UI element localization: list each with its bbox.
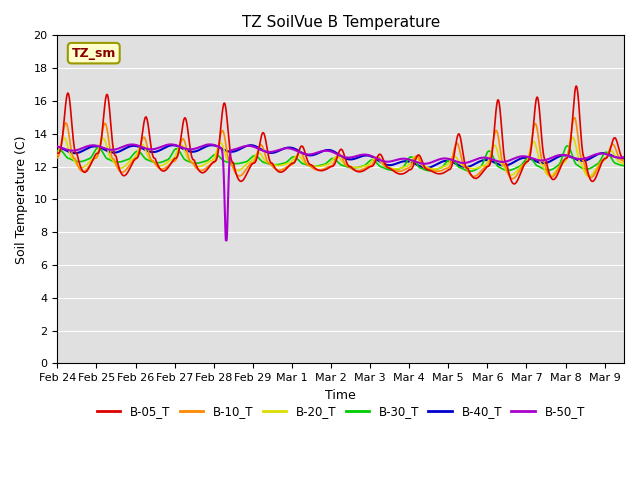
B-40_T [83, 146, 90, 152]
B-20_T [314, 164, 322, 169]
B-10_T [509, 176, 516, 181]
B-10_T [500, 162, 508, 168]
B-40_T [54, 144, 61, 150]
B-20_T [500, 164, 508, 169]
B-05_T [314, 167, 322, 173]
B-30_T [314, 163, 322, 168]
B-10_T [314, 168, 322, 173]
B-05_T [510, 181, 518, 187]
Line: B-20_T: B-20_T [58, 138, 624, 177]
B-10_T [54, 155, 61, 161]
Line: B-40_T: B-40_T [58, 145, 624, 168]
B-30_T [564, 143, 572, 149]
B-50_T [620, 154, 628, 160]
B-50_T [315, 149, 323, 155]
B-10_T [604, 151, 612, 156]
Line: B-05_T: B-05_T [58, 86, 624, 184]
B-05_T [604, 152, 612, 158]
B-05_T [572, 83, 580, 89]
B-50_T [83, 144, 90, 149]
B-30_T [620, 163, 628, 168]
B-40_T [620, 156, 628, 161]
B-05_T [54, 151, 61, 156]
B-10_T [604, 150, 612, 156]
B-30_T [604, 150, 612, 156]
B-40_T [247, 143, 255, 148]
B-50_T [330, 150, 337, 156]
B-40_T [423, 165, 431, 171]
B-50_T [604, 152, 612, 157]
B-30_T [604, 150, 612, 156]
B-10_T [570, 115, 578, 120]
Line: B-10_T: B-10_T [58, 118, 624, 179]
B-40_T [314, 150, 322, 156]
B-40_T [330, 148, 337, 154]
B-05_T [83, 168, 90, 174]
B-50_T [500, 159, 508, 165]
B-30_T [329, 156, 337, 161]
Line: B-30_T: B-30_T [58, 146, 624, 171]
B-20_T [604, 151, 612, 156]
B-20_T [83, 162, 90, 168]
B-20_T [329, 156, 337, 162]
B-20_T [620, 161, 628, 167]
B-50_T [222, 238, 230, 243]
B-30_T [54, 148, 61, 154]
B-20_T [585, 174, 593, 180]
B-05_T [500, 150, 508, 156]
Y-axis label: Soil Temperature (C): Soil Temperature (C) [15, 135, 28, 264]
B-10_T [329, 161, 337, 167]
Line: B-50_T: B-50_T [58, 144, 624, 240]
B-10_T [83, 167, 90, 173]
B-50_T [54, 144, 61, 149]
B-05_T [604, 153, 612, 159]
B-40_T [604, 151, 612, 157]
Legend: B-05_T, B-10_T, B-20_T, B-30_T, B-40_T, B-50_T: B-05_T, B-10_T, B-20_T, B-30_T, B-40_T, … [92, 401, 589, 423]
X-axis label: Time: Time [325, 389, 356, 402]
B-30_T [500, 167, 508, 172]
B-50_T [604, 152, 612, 157]
B-40_T [604, 151, 612, 157]
B-20_T [604, 150, 612, 156]
B-20_T [54, 152, 61, 158]
B-05_T [620, 156, 628, 161]
Title: TZ SoilVue B Temperature: TZ SoilVue B Temperature [242, 15, 440, 30]
B-40_T [500, 163, 508, 168]
Text: TZ_sm: TZ_sm [72, 47, 116, 60]
B-30_T [467, 168, 474, 174]
B-50_T [167, 142, 175, 147]
B-05_T [329, 163, 337, 169]
B-30_T [83, 157, 90, 163]
B-20_T [569, 135, 577, 141]
B-10_T [620, 159, 628, 165]
